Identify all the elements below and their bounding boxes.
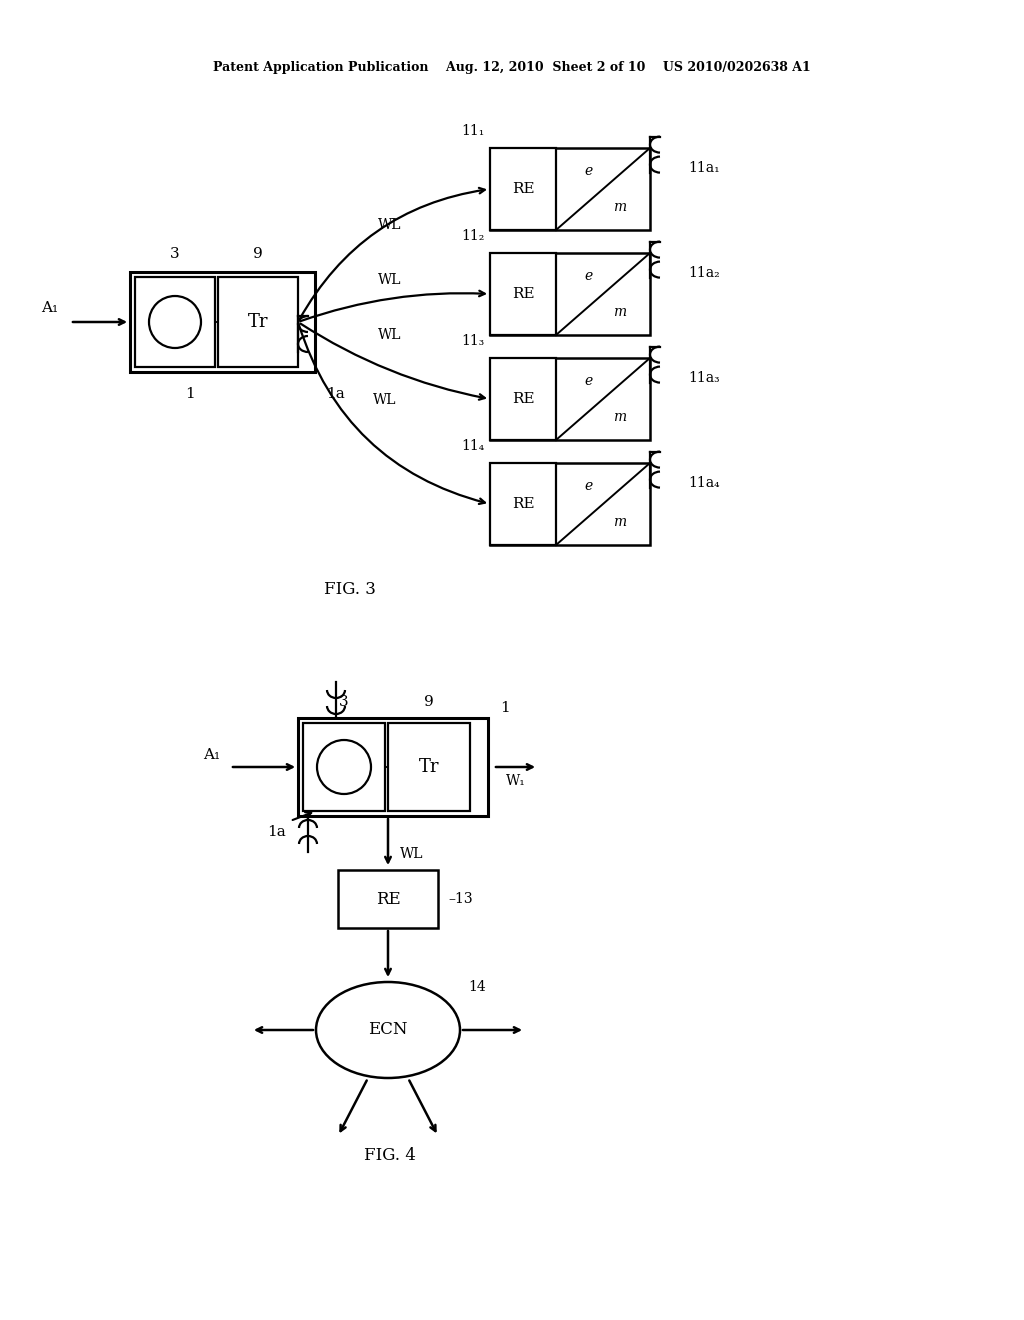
Bar	[388, 723, 470, 810]
Text: 1a: 1a	[326, 387, 345, 401]
Text: A₁: A₁	[203, 748, 220, 762]
Bar	[338, 870, 438, 928]
Text: Patent Application Publication    Aug. 12, 2010  Sheet 2 of 10    US 2010/020263: Patent Application Publication Aug. 12, …	[213, 62, 811, 74]
Text: ECN: ECN	[369, 1022, 408, 1039]
Text: Tr: Tr	[248, 313, 268, 331]
Text: WL: WL	[400, 847, 424, 861]
Text: m: m	[613, 201, 627, 214]
Bar	[303, 723, 385, 810]
Bar	[218, 277, 298, 367]
Text: e: e	[585, 479, 593, 492]
Text: 11a₁: 11a₁	[688, 161, 720, 174]
Text: 11a₂: 11a₂	[688, 265, 720, 280]
Bar	[490, 148, 650, 230]
Text: FIG. 3: FIG. 3	[324, 582, 376, 598]
Ellipse shape	[316, 982, 460, 1078]
Text: 1: 1	[500, 701, 510, 715]
Text: 9: 9	[253, 247, 263, 261]
Text: A₁: A₁	[41, 301, 58, 315]
Text: m: m	[613, 515, 627, 529]
Text: e: e	[585, 269, 593, 282]
Text: W₁: W₁	[506, 774, 525, 788]
Text: 14: 14	[468, 979, 485, 994]
Text: RE: RE	[376, 891, 400, 908]
Text: 9: 9	[424, 696, 434, 709]
Text: 11₃: 11₃	[462, 334, 485, 348]
Text: RE: RE	[512, 182, 535, 195]
Bar	[490, 463, 556, 545]
Text: WL: WL	[378, 218, 401, 232]
Bar	[490, 148, 556, 230]
Text: RE: RE	[512, 498, 535, 511]
Bar	[490, 358, 556, 440]
Text: 11₁: 11₁	[462, 124, 485, 139]
Text: 11a₄: 11a₄	[688, 475, 720, 490]
Text: 11₂: 11₂	[462, 228, 485, 243]
Bar	[490, 358, 650, 440]
Text: RE: RE	[512, 286, 535, 301]
Text: 11₄: 11₄	[462, 440, 485, 453]
Text: Tr: Tr	[419, 758, 439, 776]
Text: e: e	[585, 164, 593, 178]
Bar	[135, 277, 215, 367]
Text: 1: 1	[185, 387, 195, 401]
Bar	[490, 463, 650, 545]
Text: FIG. 4: FIG. 4	[365, 1147, 416, 1163]
Text: RE: RE	[512, 392, 535, 407]
Text: m: m	[613, 411, 627, 424]
Bar	[298, 718, 488, 816]
Text: 11a₃: 11a₃	[688, 371, 720, 384]
Text: 3: 3	[170, 247, 180, 261]
Text: WL: WL	[378, 273, 401, 286]
Text: –13: –13	[449, 892, 473, 906]
Text: 3: 3	[339, 696, 349, 709]
Text: e: e	[585, 374, 593, 388]
Bar	[490, 253, 650, 335]
Text: m: m	[613, 305, 627, 319]
Text: WL: WL	[374, 393, 396, 407]
Bar	[490, 253, 556, 335]
Text: 1a: 1a	[267, 825, 286, 840]
Bar	[130, 272, 315, 372]
Text: WL: WL	[378, 327, 401, 342]
